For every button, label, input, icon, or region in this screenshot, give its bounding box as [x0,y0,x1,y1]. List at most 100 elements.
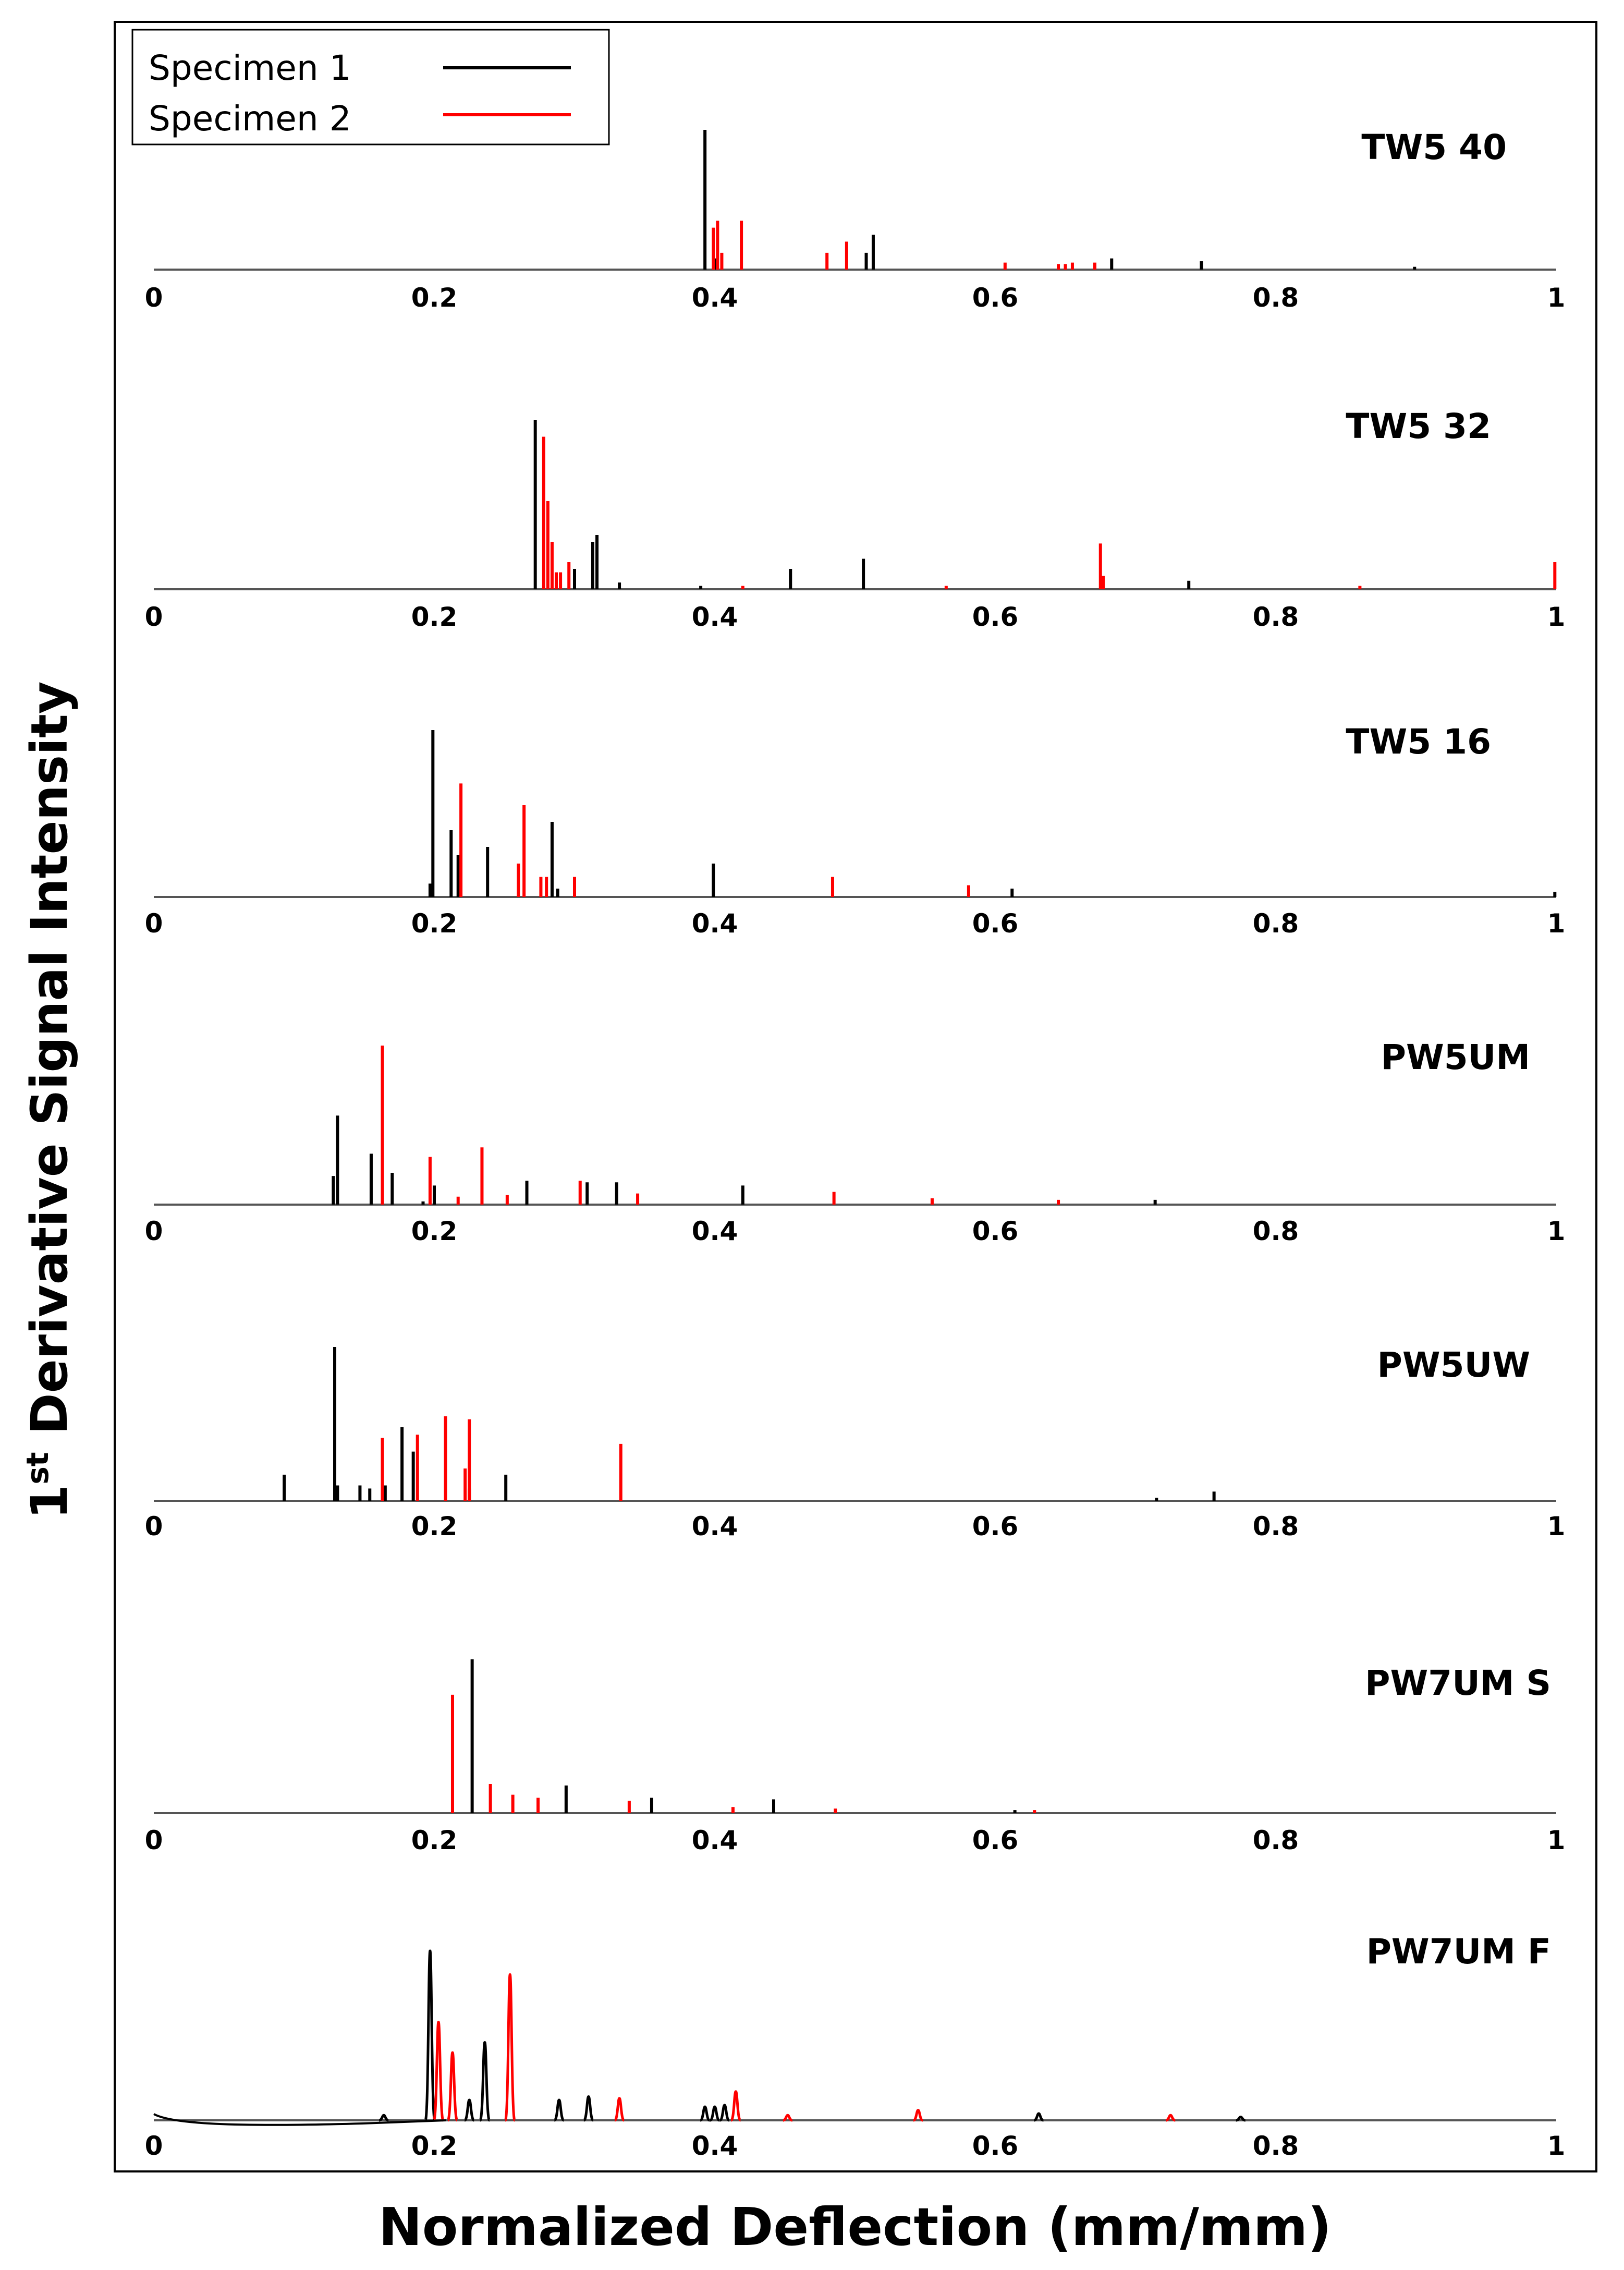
series-specimen-1 [283,1347,1216,1501]
peak [699,2105,711,2122]
x-tick-label: 0.6 [972,1825,1019,1855]
x-axis-title: Normalized Deflection (mm/mm) [378,2196,1332,2257]
x-tick-label: 0.4 [692,602,738,632]
y-axis-title: 1st Derivative Signal Intensity [20,682,79,1520]
panel-tw5-32: TW5 32 0 0.2 0.4 0.6 0.8 1 [145,406,1566,632]
x-tick-label: 0.4 [692,1216,738,1246]
peak [582,2095,595,2122]
x-tick-label: 0.2 [411,908,458,939]
x-tick-label: 0.4 [692,2131,738,2161]
series-specimen-2 [459,783,970,897]
x-tick-label: 0.6 [972,283,1019,313]
panel-pw7um-s: PW7UM S 0 0.2 0.4 0.6 0.8 1 [145,1659,1566,1855]
x-tick-label: 0.2 [411,2131,458,2161]
x-tick-label: 0 [145,1511,163,1541]
y-axis-title-suffix: Derivative Signal Intensity [20,682,79,1452]
x-tick-label: 0 [145,2131,163,2161]
figure-frame [114,21,1597,2172]
series-specimen-1 [533,420,1191,589]
x-tick-label: 1 [1547,908,1566,939]
y-axis-title-superscript: st [20,1452,55,1484]
x-tick-label: 0.6 [972,908,1019,939]
panel-title: TW5 32 [1346,406,1491,446]
legend-label-specimen-1: Specimen 1 [149,48,351,88]
series-specimen-2 [381,1046,1060,1205]
peak [613,2097,626,2122]
x-tick-label: 0.4 [692,1825,738,1855]
x-tick-label: 0.6 [972,602,1019,632]
x-tick-label: 0.2 [411,1825,458,1855]
x-tick-label: 0.8 [1253,1825,1299,1855]
peak [783,2114,793,2122]
x-tick-label: 0.8 [1253,1216,1299,1246]
peak [729,2090,742,2122]
x-tick-label: 0.6 [972,1511,1019,1541]
x-tick-label: 0.6 [972,2131,1019,2161]
panel-title: PW7UM F [1366,1932,1551,1972]
peak [709,2105,721,2122]
panels: TW5 40 0 0.2 0.4 0.6 0.8 1 TW5 32 0 0.2 0.4 0.6 0.8 1… [145,127,1566,2161]
peak [913,2108,924,2122]
peak [553,2098,565,2122]
x-tick-label: 0.2 [411,1216,458,1246]
x-tick-label: 0.6 [972,1216,1019,1246]
panel-tw5-16: TW5 16 0 0.2 0.4 0.6 0.8 1 [145,722,1566,939]
series-specimen-1 [703,130,1417,270]
panel-title: PW5UW [1377,1345,1531,1385]
x-tick-label: 0.2 [411,602,458,632]
x-tick-label: 1 [1547,2131,1566,2161]
x-tick-label: 0 [145,908,163,939]
series-specimen-1 [378,1949,1246,2122]
y-axis-title-prefix: 1 [20,1485,79,1520]
peak [378,2114,389,2122]
panel-title: PW5UM [1381,1037,1530,1077]
panel-title: TW5 16 [1346,722,1491,762]
x-tick-label: 0 [145,1216,163,1246]
series-specimen-2 [450,1694,1036,1813]
x-tick-label: 0.8 [1253,1511,1299,1541]
x-tick-label: 1 [1547,1825,1566,1855]
x-tick-label: 0 [145,283,163,313]
series-specimen-2 [542,436,1557,589]
series-specimen-1 [470,1659,1017,1813]
x-tick-label: 1 [1547,602,1566,632]
x-tick-label: 0.2 [411,283,458,313]
x-tick-label: 0.4 [692,908,738,939]
legend-label-specimen-2: Specimen 2 [149,99,351,139]
series-specimen-1 [428,730,1557,897]
panel-pw7um-f: PW7UM F 0 0.2 0.4 0.6 0.8 1 [145,1932,1566,2161]
panel-tw5-40: TW5 40 0 0.2 0.4 0.6 0.8 1 [145,127,1566,313]
peak [463,2098,475,2122]
x-tick-label: 0 [145,602,163,632]
peak [424,1949,436,2122]
x-tick-label: 0.8 [1253,2131,1299,2161]
legend: Specimen 1 Specimen 2 [131,29,610,145]
series-specimen-1 [332,1115,1157,1205]
x-tick-label: 0.8 [1253,602,1299,632]
x-tick-label: 0.4 [692,1511,738,1541]
panel-pw5um: PW5UM 0 0.2 0.4 0.6 0.8 1 [145,1037,1566,1246]
x-tick-label: 1 [1547,283,1566,313]
series-specimen-2 [432,1973,1176,2122]
series-specimen-2 [381,1416,622,1501]
x-tick-label: 0.4 [692,283,738,313]
panel-title: TW5 40 [1361,127,1507,167]
panel-pw5uw: PW5UW 0 0.2 0.4 0.6 0.8 1 [145,1345,1566,1541]
x-tick-label: 0.8 [1253,283,1299,313]
x-tick-label: 0.2 [411,1511,458,1541]
peak [1236,2115,1246,2122]
panel-title: PW7UM S [1365,1663,1551,1703]
x-tick-label: 1 [1547,1511,1566,1541]
legend-box [131,29,610,145]
peak [719,2104,730,2122]
series-specimen-2 [712,221,1096,270]
peak [432,2020,445,2122]
peak [1033,2112,1044,2122]
x-tick-label: 0 [145,1825,163,1855]
peak [1165,2114,1176,2122]
peak [446,2051,459,2122]
baseline-curve [153,2113,446,2126]
x-tick-label: 0.8 [1253,908,1299,939]
peak [504,1973,516,2122]
